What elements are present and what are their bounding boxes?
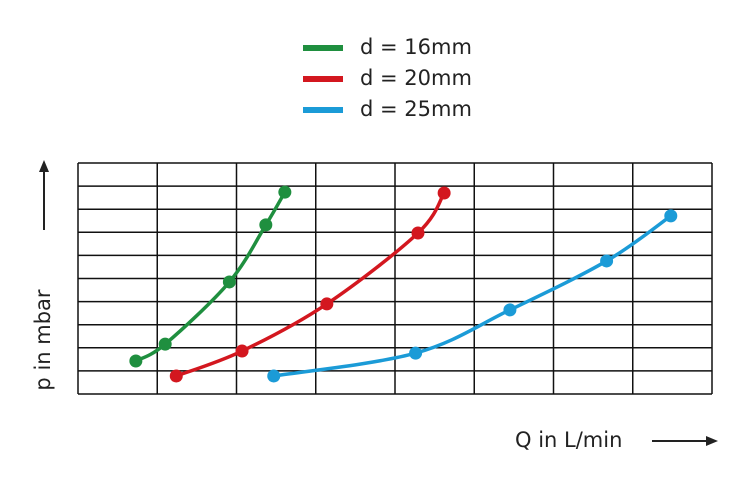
data-point bbox=[600, 254, 614, 268]
data-point bbox=[235, 344, 249, 358]
data-point bbox=[278, 185, 292, 199]
data-point bbox=[320, 297, 334, 311]
data-point bbox=[222, 275, 236, 289]
legend-label: d = 25mm bbox=[360, 97, 472, 121]
data-point bbox=[503, 303, 517, 317]
y-axis-arrow bbox=[39, 160, 49, 230]
data-point bbox=[437, 186, 451, 200]
data-point bbox=[267, 369, 281, 383]
data-point bbox=[169, 369, 183, 383]
data-point bbox=[259, 218, 273, 232]
y-axis-label: p in mbar bbox=[31, 289, 55, 390]
series-line bbox=[134, 191, 287, 363]
x-axis-label: Q in L/min bbox=[515, 428, 622, 452]
data-point bbox=[664, 209, 678, 223]
data-point bbox=[129, 354, 143, 368]
data-point bbox=[158, 337, 172, 351]
data-point bbox=[409, 346, 423, 360]
series-line bbox=[273, 214, 672, 378]
x-axis-arrow bbox=[652, 436, 718, 446]
legend-label: d = 16mm bbox=[360, 35, 472, 59]
legend-label: d = 20mm bbox=[360, 66, 472, 90]
data-point bbox=[411, 226, 425, 240]
